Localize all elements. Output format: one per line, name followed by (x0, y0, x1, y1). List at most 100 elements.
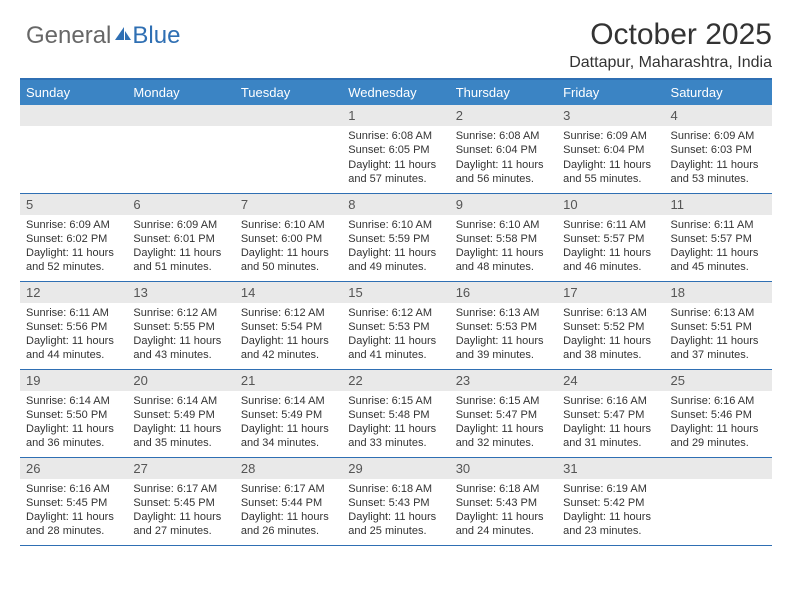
page-subtitle: Dattapur, Maharashtra, India (20, 54, 772, 72)
day-number: 30 (450, 458, 557, 479)
calendar-cell: 25Sunrise: 6:16 AMSunset: 5:46 PMDayligh… (665, 369, 772, 457)
calendar-cell: 27Sunrise: 6:17 AMSunset: 5:45 PMDayligh… (127, 457, 234, 545)
sunset-line: Sunset: 6:05 PM (348, 143, 443, 157)
calendar-cell (127, 105, 234, 193)
daylight-line: Daylight: 11 hours and 41 minutes. (348, 334, 443, 363)
sunrise-line: Sunrise: 6:11 AM (671, 218, 766, 232)
sunset-line: Sunset: 5:45 PM (133, 496, 228, 510)
daylight-line: Daylight: 11 hours and 31 minutes. (563, 422, 658, 451)
sunrise-line: Sunrise: 6:16 AM (671, 394, 766, 408)
day-info (20, 126, 127, 193)
sunrise-line: Sunrise: 6:10 AM (348, 218, 443, 232)
sunset-line: Sunset: 5:49 PM (133, 408, 228, 422)
calendar-cell: 15Sunrise: 6:12 AMSunset: 5:53 PMDayligh… (342, 281, 449, 369)
day-info: Sunrise: 6:13 AMSunset: 5:51 PMDaylight:… (665, 303, 772, 369)
sunset-line: Sunset: 5:42 PM (563, 496, 658, 510)
daylight-line: Daylight: 11 hours and 50 minutes. (241, 246, 336, 275)
sunrise-line: Sunrise: 6:17 AM (133, 482, 228, 496)
calendar-cell: 1Sunrise: 6:08 AMSunset: 6:05 PMDaylight… (342, 105, 449, 193)
sunrise-line: Sunrise: 6:09 AM (563, 129, 658, 143)
calendar-body: 1Sunrise: 6:08 AMSunset: 6:05 PMDaylight… (20, 105, 772, 545)
day-info: Sunrise: 6:14 AMSunset: 5:49 PMDaylight:… (127, 391, 234, 457)
day-header: Thursday (450, 80, 557, 105)
daylight-line: Daylight: 11 hours and 48 minutes. (456, 246, 551, 275)
day-header: Wednesday (342, 80, 449, 105)
day-number: 10 (557, 194, 664, 215)
day-number: 24 (557, 370, 664, 391)
logo-text-1: General (26, 22, 111, 50)
calendar-cell: 24Sunrise: 6:16 AMSunset: 5:47 PMDayligh… (557, 369, 664, 457)
logo-text-2: Blue (132, 22, 180, 50)
sunrise-line: Sunrise: 6:09 AM (133, 218, 228, 232)
calendar-cell: 14Sunrise: 6:12 AMSunset: 5:54 PMDayligh… (235, 281, 342, 369)
day-number: 15 (342, 282, 449, 303)
daylight-line: Daylight: 11 hours and 43 minutes. (133, 334, 228, 363)
daylight-line: Daylight: 11 hours and 29 minutes. (671, 422, 766, 451)
sunrise-line: Sunrise: 6:16 AM (563, 394, 658, 408)
day-info: Sunrise: 6:15 AMSunset: 5:48 PMDaylight:… (342, 391, 449, 457)
day-number: 28 (235, 458, 342, 479)
day-number (665, 458, 772, 479)
sunset-line: Sunset: 5:43 PM (456, 496, 551, 510)
calendar-cell: 11Sunrise: 6:11 AMSunset: 5:57 PMDayligh… (665, 193, 772, 281)
day-info: Sunrise: 6:17 AMSunset: 5:45 PMDaylight:… (127, 479, 234, 546)
day-info: Sunrise: 6:09 AMSunset: 6:01 PMDaylight:… (127, 215, 234, 281)
day-info: Sunrise: 6:18 AMSunset: 5:43 PMDaylight:… (450, 479, 557, 546)
calendar-cell: 30Sunrise: 6:18 AMSunset: 5:43 PMDayligh… (450, 457, 557, 545)
calendar-week-row: 1Sunrise: 6:08 AMSunset: 6:05 PMDaylight… (20, 105, 772, 193)
day-info: Sunrise: 6:08 AMSunset: 6:05 PMDaylight:… (342, 126, 449, 193)
day-info: Sunrise: 6:11 AMSunset: 5:57 PMDaylight:… (557, 215, 664, 281)
calendar-cell: 29Sunrise: 6:18 AMSunset: 5:43 PMDayligh… (342, 457, 449, 545)
day-number: 18 (665, 282, 772, 303)
sunset-line: Sunset: 6:00 PM (241, 232, 336, 246)
sunrise-line: Sunrise: 6:10 AM (456, 218, 551, 232)
day-header: Friday (557, 80, 664, 105)
sunrise-line: Sunrise: 6:10 AM (241, 218, 336, 232)
day-number: 19 (20, 370, 127, 391)
day-number (127, 105, 234, 126)
sunrise-line: Sunrise: 6:14 AM (133, 394, 228, 408)
calendar-cell: 2Sunrise: 6:08 AMSunset: 6:04 PMDaylight… (450, 105, 557, 193)
calendar-cell: 5Sunrise: 6:09 AMSunset: 6:02 PMDaylight… (20, 193, 127, 281)
daylight-line: Daylight: 11 hours and 57 minutes. (348, 158, 443, 187)
daylight-line: Daylight: 11 hours and 28 minutes. (26, 510, 121, 539)
calendar-cell: 4Sunrise: 6:09 AMSunset: 6:03 PMDaylight… (665, 105, 772, 193)
day-number: 21 (235, 370, 342, 391)
calendar-cell: 9Sunrise: 6:10 AMSunset: 5:58 PMDaylight… (450, 193, 557, 281)
calendar-bottom-rule (20, 545, 772, 546)
calendar-cell: 19Sunrise: 6:14 AMSunset: 5:50 PMDayligh… (20, 369, 127, 457)
day-number: 1 (342, 105, 449, 126)
day-info: Sunrise: 6:10 AMSunset: 5:58 PMDaylight:… (450, 215, 557, 281)
day-number: 16 (450, 282, 557, 303)
sunset-line: Sunset: 5:54 PM (241, 320, 336, 334)
daylight-line: Daylight: 11 hours and 56 minutes. (456, 158, 551, 187)
day-header: Saturday (665, 80, 772, 105)
day-info: Sunrise: 6:15 AMSunset: 5:47 PMDaylight:… (450, 391, 557, 457)
sunset-line: Sunset: 5:53 PM (348, 320, 443, 334)
calendar-cell: 16Sunrise: 6:13 AMSunset: 5:53 PMDayligh… (450, 281, 557, 369)
day-number: 8 (342, 194, 449, 215)
day-number: 7 (235, 194, 342, 215)
logo-sail-icon (114, 22, 132, 50)
sunrise-line: Sunrise: 6:08 AM (348, 129, 443, 143)
day-info: Sunrise: 6:17 AMSunset: 5:44 PMDaylight:… (235, 479, 342, 546)
day-info: Sunrise: 6:16 AMSunset: 5:45 PMDaylight:… (20, 479, 127, 546)
sunrise-line: Sunrise: 6:14 AM (26, 394, 121, 408)
sunset-line: Sunset: 5:55 PM (133, 320, 228, 334)
day-info (235, 126, 342, 193)
day-info: Sunrise: 6:16 AMSunset: 5:47 PMDaylight:… (557, 391, 664, 457)
daylight-line: Daylight: 11 hours and 37 minutes. (671, 334, 766, 363)
daylight-line: Daylight: 11 hours and 35 minutes. (133, 422, 228, 451)
sunset-line: Sunset: 5:59 PM (348, 232, 443, 246)
day-info: Sunrise: 6:12 AMSunset: 5:53 PMDaylight:… (342, 303, 449, 369)
calendar-cell: 31Sunrise: 6:19 AMSunset: 5:42 PMDayligh… (557, 457, 664, 545)
sunset-line: Sunset: 5:58 PM (456, 232, 551, 246)
calendar-week-row: 26Sunrise: 6:16 AMSunset: 5:45 PMDayligh… (20, 457, 772, 545)
calendar-header-row: SundayMondayTuesdayWednesdayThursdayFrid… (20, 80, 772, 105)
sunrise-line: Sunrise: 6:12 AM (133, 306, 228, 320)
day-info: Sunrise: 6:10 AMSunset: 6:00 PMDaylight:… (235, 215, 342, 281)
day-info: Sunrise: 6:10 AMSunset: 5:59 PMDaylight:… (342, 215, 449, 281)
day-number: 26 (20, 458, 127, 479)
sunset-line: Sunset: 5:45 PM (26, 496, 121, 510)
sunset-line: Sunset: 5:46 PM (671, 408, 766, 422)
